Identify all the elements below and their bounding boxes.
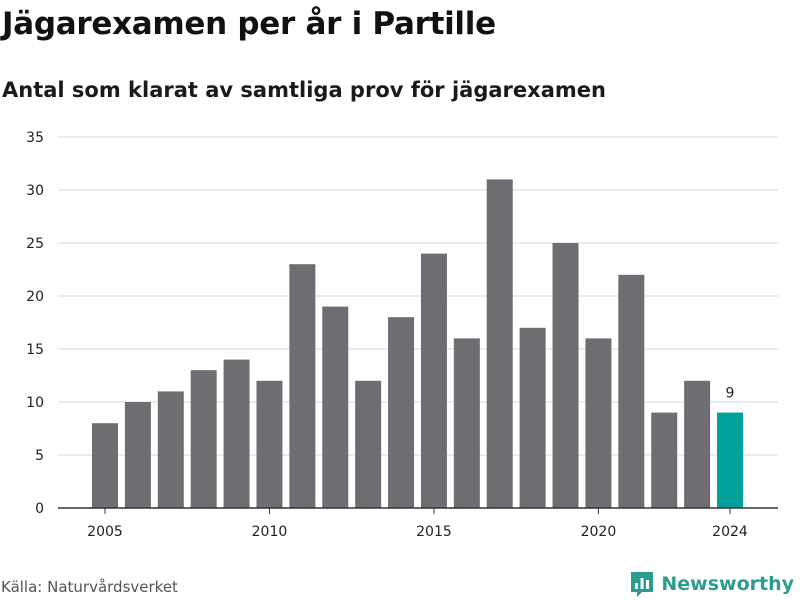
- y-axis-ticks: 0 5 10 15 20 25 30 35: [26, 130, 44, 517]
- y-tick-label-15: 15: [26, 342, 44, 358]
- brand-name: Newsworthy: [661, 573, 794, 595]
- bar-2024: [717, 412, 743, 508]
- bar-2013: [355, 380, 382, 508]
- x-tick-label-2020: 2020: [581, 524, 617, 540]
- x-tick-label-2010: 2010: [252, 524, 288, 540]
- bar-2011: [289, 264, 316, 508]
- chart-title: Jägarexamen per år i Partille: [2, 6, 496, 42]
- source-note: Källa: Naturvårdsverket: [1, 578, 178, 596]
- bar-2016: [453, 338, 480, 508]
- bar-2010: [256, 380, 283, 508]
- bar-2015: [420, 253, 447, 508]
- bar-2019: [552, 243, 579, 508]
- bar-2021: [618, 274, 645, 508]
- brand-logo: Newsworthy: [629, 570, 794, 598]
- y-tick-label-35: 35: [26, 130, 44, 146]
- bar-2017: [486, 179, 513, 508]
- bar-2005: [92, 423, 118, 508]
- bar-2007: [157, 391, 184, 508]
- bar-2020: [585, 338, 612, 508]
- y-tick-label-30: 30: [26, 183, 44, 199]
- y-tick-label-0: 0: [35, 501, 44, 517]
- bar-2008: [190, 370, 217, 508]
- bar-2018: [519, 327, 546, 508]
- x-tick-label-2015: 2015: [416, 524, 452, 540]
- bar-chart: 9 0 5 10 15 20 25 30 35 2005 2010 2015 2020 2024: [26, 130, 778, 540]
- x-axis-ticks: 2005 2010 2015 2020 2024: [87, 508, 748, 540]
- x-tick-label-2024: 2024: [712, 524, 748, 540]
- data-label-2024: 9: [726, 386, 735, 402]
- bar-chart-logo-icon: [631, 572, 654, 597]
- bar-2014: [388, 317, 415, 508]
- bar-2012: [322, 306, 349, 508]
- bar-2009: [223, 359, 250, 508]
- bar-2023: [684, 380, 711, 508]
- data-labels: 9: [726, 386, 735, 402]
- bar-2022: [651, 412, 678, 508]
- x-tick-label-2005: 2005: [87, 524, 123, 540]
- chart-subtitle: Antal som klarat av samtliga prov för jä…: [2, 78, 606, 102]
- y-tick-label-20: 20: [26, 289, 44, 305]
- y-tick-label-25: 25: [26, 236, 44, 252]
- bars: [92, 179, 743, 508]
- y-tick-label-10: 10: [26, 395, 44, 411]
- y-tick-label-5: 5: [35, 448, 44, 464]
- bar-2006: [124, 402, 151, 508]
